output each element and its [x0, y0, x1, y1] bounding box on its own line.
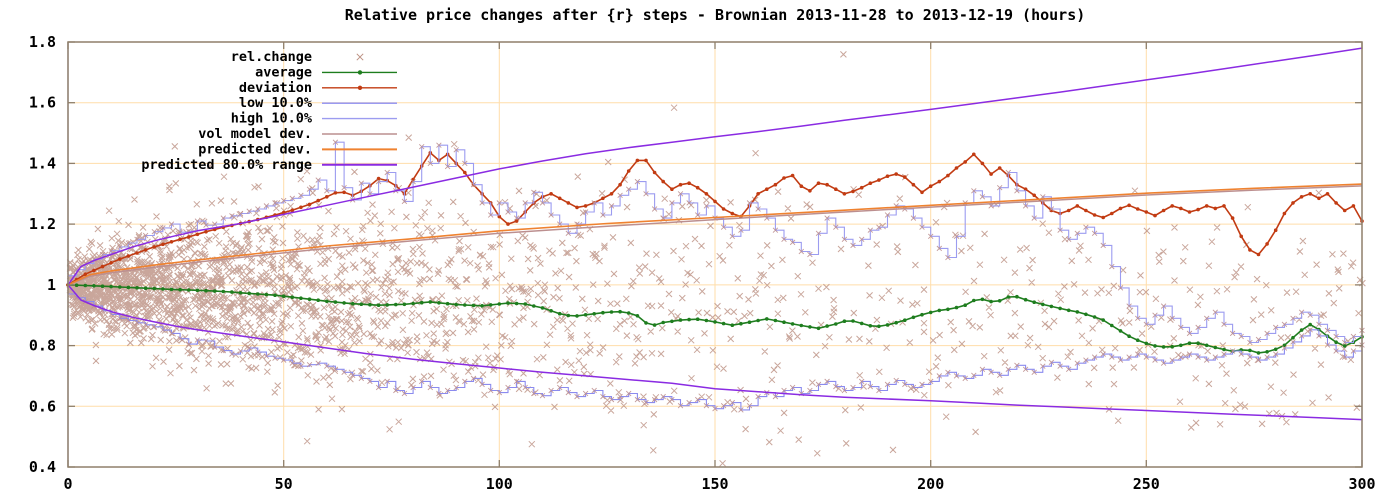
legend-item-high-10: high 10.0% — [231, 111, 397, 127]
y-tick-label: 1.2 — [29, 215, 56, 233]
legend-label: average — [255, 64, 312, 80]
x-tick-label: 150 — [701, 475, 728, 493]
legend-dot-marker — [357, 70, 363, 75]
frame — [67, 41, 1363, 468]
x-tick-label: 50 — [275, 475, 293, 493]
legend-item-low-10: low 10.0% — [239, 95, 397, 111]
legend-item-vol-model-dev: vol model dev. — [198, 126, 397, 142]
series-vol_model_dev — [67, 185, 1363, 286]
series-deviation — [66, 151, 1364, 287]
legend-item-deviation: deviation — [239, 80, 397, 96]
y-tick-label: 0.4 — [29, 458, 56, 476]
predicted_dev-line-0 — [67, 183, 1363, 286]
predicted_range-line-0 — [67, 47, 1363, 286]
legend-item-average: average — [255, 64, 397, 80]
legend-label: predicted dev. — [198, 141, 312, 157]
y-tick-label: 1 — [47, 276, 56, 294]
y-tick-label: 1.4 — [29, 154, 56, 172]
legend-label: deviation — [239, 80, 312, 96]
legend-item-predicted-range: predicted 80.0% range — [141, 157, 397, 173]
series-average — [66, 283, 1364, 355]
grid — [67, 41, 1363, 468]
y-tick-label: 0.6 — [29, 397, 56, 415]
x-tick-label: 250 — [1133, 475, 1160, 493]
legend-label: high 10.0% — [231, 111, 313, 127]
high_10-step-markers — [73, 139, 1365, 346]
legend-label: predicted 80.0% range — [141, 157, 312, 173]
low_10-step-markers — [73, 295, 1365, 413]
y-tick-label: 0.8 — [29, 337, 56, 355]
legend-cross-marker — [356, 53, 364, 61]
predicted_range-line-1 — [67, 284, 1363, 421]
legend-label: vol model dev. — [198, 126, 312, 142]
x-tick-label: 100 — [486, 475, 513, 493]
series-low_10 — [68, 293, 1365, 413]
y-tick-label: 1.6 — [29, 94, 56, 112]
y-tick-label: 1.8 — [29, 33, 56, 51]
series-layers — [66, 47, 1366, 467]
legend-item-rel-change: rel.change — [231, 49, 364, 65]
vol_model_dev-line-0 — [67, 185, 1363, 286]
legend-label: low 10.0% — [239, 95, 313, 111]
x-tick-label: 0 — [63, 475, 72, 493]
series-predicted_range — [67, 47, 1363, 421]
legend-dot-marker — [357, 85, 363, 91]
y-axis-labels: 0.4 0.6 0.8 1 1.2 1.4 1.6 1.8 — [29, 33, 56, 476]
series-predicted_dev — [67, 183, 1363, 286]
x-tick-label: 200 — [917, 475, 944, 493]
legend-label: rel.change — [231, 49, 312, 65]
x-tick-label: 300 — [1348, 475, 1375, 493]
legend-item-predicted-dev: predicted dev. — [198, 141, 397, 157]
x-axis-labels: 0 50 100 150 200 250 300 — [63, 475, 1375, 493]
